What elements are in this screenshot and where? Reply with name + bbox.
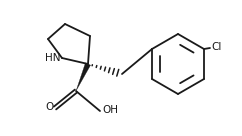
Polygon shape [76, 63, 91, 91]
Text: O: O [46, 102, 54, 112]
Text: OH: OH [102, 105, 118, 115]
Text: HN: HN [45, 53, 61, 63]
Text: Cl: Cl [212, 42, 222, 52]
